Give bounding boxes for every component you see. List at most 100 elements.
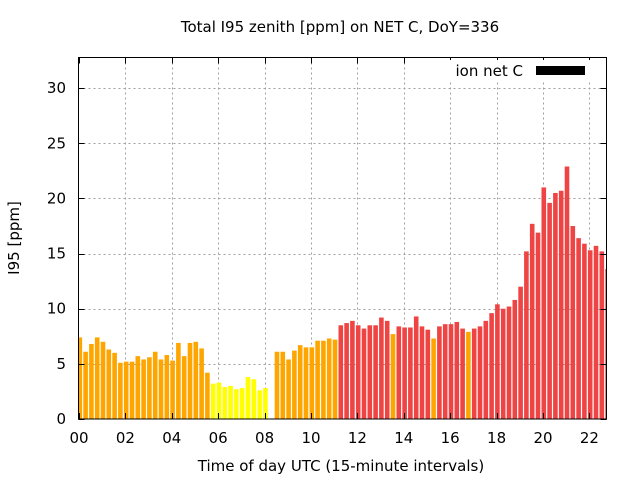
bar	[228, 385, 233, 419]
bar	[286, 359, 291, 419]
bars	[78, 166, 607, 419]
bar	[454, 321, 460, 419]
bar	[89, 344, 94, 419]
bar	[512, 299, 518, 419]
bar	[506, 306, 512, 419]
bar	[413, 316, 419, 419]
bar	[442, 324, 448, 419]
bar	[564, 166, 570, 419]
bar	[489, 313, 494, 419]
bar	[495, 304, 500, 419]
bar	[558, 190, 564, 419]
bar	[547, 202, 552, 419]
bar	[78, 337, 83, 419]
bar	[239, 388, 245, 419]
bar	[529, 223, 535, 419]
bar	[112, 352, 117, 419]
bar	[466, 331, 471, 419]
bar	[373, 325, 378, 419]
bar	[83, 351, 88, 419]
bar	[147, 357, 152, 419]
legend: ion net C	[446, 60, 606, 82]
bar	[257, 390, 262, 419]
legend-background	[446, 60, 606, 82]
bar	[553, 192, 558, 419]
bar	[135, 356, 141, 419]
bar	[582, 243, 587, 419]
bar	[193, 341, 199, 419]
x-axis-label: Time of day UTC (15-minute intervals)	[197, 457, 484, 475]
bar	[141, 359, 146, 419]
bar	[379, 317, 384, 419]
bar	[367, 325, 373, 419]
x-tick-label: 08	[255, 429, 274, 447]
bar	[326, 338, 332, 419]
y-tick-label: 0	[56, 410, 66, 428]
bar	[234, 389, 239, 419]
bar	[524, 251, 529, 419]
bar	[251, 379, 257, 419]
bar	[402, 327, 407, 419]
bar	[315, 340, 320, 419]
bar	[344, 323, 349, 419]
bar	[274, 351, 280, 419]
y-tick-label: 10	[47, 300, 66, 318]
bar	[164, 355, 170, 419]
bar	[321, 340, 326, 419]
chart-title: Total I95 zenith [ppm] on NET C, DoY=336	[180, 18, 499, 36]
bar	[419, 326, 425, 419]
bar	[309, 347, 315, 419]
bar	[483, 320, 489, 419]
x-tick-label: 14	[394, 429, 413, 447]
bar	[94, 337, 100, 419]
bar	[129, 361, 135, 419]
bar	[338, 325, 344, 419]
y-tick-label: 30	[47, 79, 66, 97]
bar	[500, 308, 506, 419]
bar	[263, 388, 268, 419]
bar	[100, 341, 106, 419]
y-tick-labels: 0 5 10 15 20 25 30	[47, 79, 66, 428]
x-tick-label: 18	[487, 429, 506, 447]
bar	[181, 356, 187, 419]
bar	[245, 377, 251, 419]
bar	[471, 328, 477, 419]
x-tick-label: 10	[301, 429, 320, 447]
bar	[297, 345, 303, 419]
bar	[280, 351, 286, 419]
y-axis-label: I95 [ppm]	[5, 201, 23, 275]
bar	[222, 387, 228, 419]
bar	[541, 187, 547, 419]
bar	[587, 250, 593, 419]
legend-label: ion net C	[456, 62, 523, 80]
bar	[123, 361, 129, 419]
y-tick-label: 25	[47, 134, 66, 152]
bar	[216, 382, 222, 419]
x-tick-labels: 00 02 04 06 08 10 12 14 16 18 20 22	[69, 429, 598, 447]
x-tick-label: 12	[348, 429, 367, 447]
x-tick-label: 00	[69, 429, 88, 447]
bar	[332, 339, 338, 419]
bar	[425, 329, 431, 419]
bar	[361, 328, 367, 419]
y-tick-label: 15	[47, 245, 66, 263]
bar	[396, 326, 402, 419]
x-tick-label: 06	[209, 429, 228, 447]
bar	[576, 238, 581, 419]
x-tick-label: 04	[162, 429, 181, 447]
bar	[535, 232, 541, 419]
bar	[199, 348, 204, 419]
bar	[303, 347, 309, 419]
bar	[170, 360, 175, 419]
x-tick-label: 16	[441, 429, 460, 447]
bar	[518, 286, 523, 419]
bar	[355, 325, 361, 419]
bar	[384, 320, 390, 419]
bar	[408, 327, 413, 419]
legend-swatch	[536, 66, 585, 75]
y-tick-label: 20	[47, 189, 66, 207]
x-tick-label: 02	[116, 429, 135, 447]
x-tick-label: 20	[533, 429, 552, 447]
bar	[118, 362, 123, 419]
